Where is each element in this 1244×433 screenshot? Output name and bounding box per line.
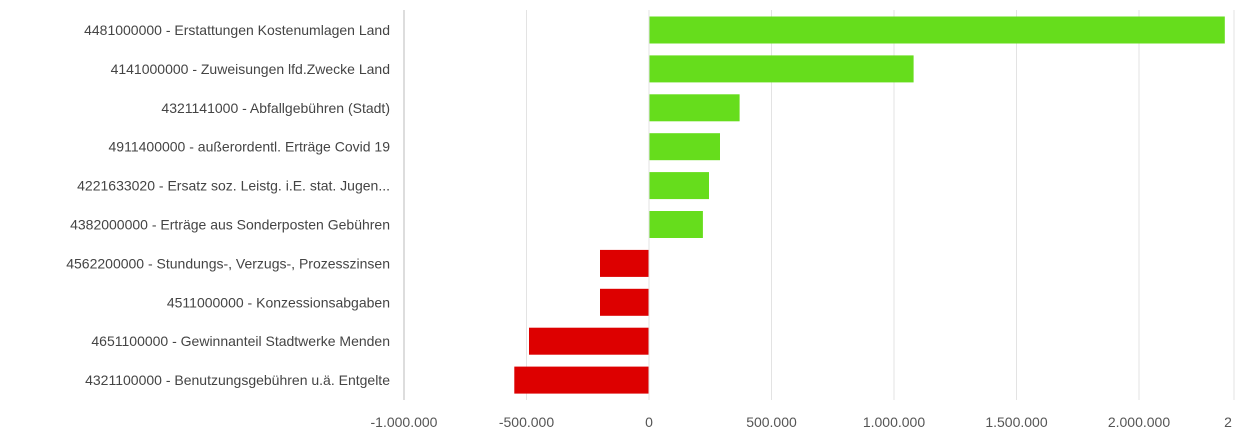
bar[interactable] bbox=[649, 94, 740, 122]
x-tick-label: 0 bbox=[645, 414, 653, 428]
category-label: 4562200000 - Stundungs-, Verzugs-, Proze… bbox=[66, 255, 390, 271]
bar[interactable] bbox=[649, 172, 709, 200]
category-label: 4511000000 - Konzessionsabgaben bbox=[167, 294, 390, 310]
bar[interactable] bbox=[649, 133, 720, 161]
x-tick-label: 500.000 bbox=[746, 414, 797, 428]
category-label: 4481000000 - Erstattungen Kostenumlagen … bbox=[84, 22, 390, 38]
x-tick-label: 2.000.000 bbox=[1108, 414, 1170, 428]
bar[interactable] bbox=[600, 288, 649, 316]
bar[interactable] bbox=[649, 16, 1225, 44]
bar-layer bbox=[514, 16, 1225, 394]
category-label: 4911400000 - außerordentl. Erträge Covid… bbox=[109, 139, 391, 155]
x-tick-label: 2 bbox=[1224, 414, 1232, 428]
bar[interactable] bbox=[649, 211, 703, 238]
category-label: 4141000000 - Zuweisungen lfd.Zwecke Land bbox=[111, 61, 390, 77]
x-tick-label: 1.000.000 bbox=[863, 414, 925, 428]
category-label: 4221633020 - Ersatz soz. Leistg. i.E. st… bbox=[77, 178, 390, 194]
category-label: 4321141000 - Abfallgebühren (Stadt) bbox=[161, 100, 390, 116]
x-tick-label: 1.500.000 bbox=[985, 414, 1047, 428]
category-label: 4651100000 - Gewinnanteil Stadtwerke Men… bbox=[91, 333, 390, 349]
bar[interactable] bbox=[529, 327, 649, 355]
x-tick-label: -500.000 bbox=[499, 414, 554, 428]
bar[interactable] bbox=[514, 366, 650, 394]
category-label: 4382000000 - Erträge aus Sonderposten Ge… bbox=[70, 217, 390, 233]
bar[interactable] bbox=[600, 249, 649, 277]
category-label: 4321100000 - Benutzungsgebühren u.ä. Ent… bbox=[85, 372, 390, 388]
tick-label-layer: -1.000.000 -500.000 0 500.000 1.000.000 1.500… bbox=[371, 414, 1233, 430]
x-tick-label: -1.000.000 bbox=[371, 414, 438, 428]
bar[interactable] bbox=[649, 55, 914, 83]
axis-layer bbox=[403, 10, 650, 400]
category-label-layer: 4481000000 - Erstattungen Kostenumlagen … bbox=[66, 22, 390, 388]
